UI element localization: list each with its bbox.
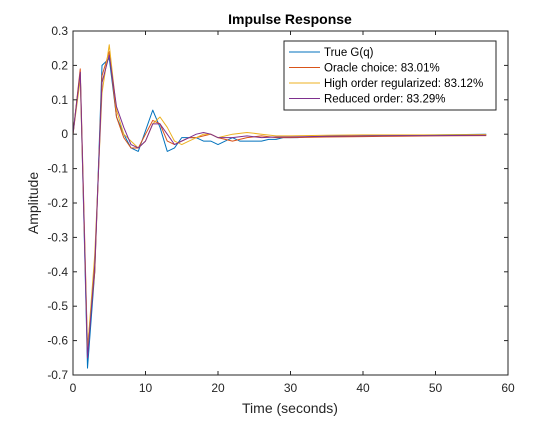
series-line-3 <box>73 44 487 352</box>
y-tick-label: -0.1 <box>47 162 68 176</box>
legend-entry-3: High order regularized: 83.12% <box>324 78 483 90</box>
y-tick-label: -0.4 <box>47 265 68 279</box>
chart-title: Impulse Response <box>228 11 352 27</box>
legend-entry-1: True G(q) <box>324 47 374 59</box>
y-tick-label: -0.3 <box>47 230 68 244</box>
y-tick-label: 0 <box>61 127 68 141</box>
y-tick-label: -0.5 <box>47 299 68 313</box>
x-tick-label: 0 <box>70 381 77 395</box>
y-tick-label: -0.7 <box>47 368 68 382</box>
y-tick-label: 0.1 <box>51 93 68 107</box>
legend-entry-4: Reduced order: 83.29% <box>324 94 445 106</box>
series-layer <box>73 44 487 369</box>
legend-entry-2: Oracle choice: 83.01% <box>324 63 440 75</box>
x-tick-label: 40 <box>356 381 370 395</box>
x-tick-label: 30 <box>284 381 298 395</box>
y-axis-label: Amplitude <box>25 172 41 234</box>
y-tick-label: -0.2 <box>47 196 68 210</box>
x-tick-label: 50 <box>429 381 443 395</box>
x-tick-label: 20 <box>211 381 225 395</box>
y-tick-label: 0.3 <box>51 24 68 38</box>
x-tick-label: 60 <box>501 381 515 395</box>
x-tick-label: 10 <box>139 381 153 395</box>
y-tick-label: 0.2 <box>51 58 68 72</box>
x-axis-label: Time (seconds) <box>242 400 338 416</box>
legend: True G(q) Oracle choice: 83.01% High order… <box>283 40 497 111</box>
axes-layer: 0 10 20 30 40 50 60 -0.7 -0.6 -0.5 -0.4 -0.3 -0.2 -0.… <box>47 24 515 395</box>
series-line-4 <box>73 54 487 359</box>
y-tick-label: -0.6 <box>47 334 68 348</box>
